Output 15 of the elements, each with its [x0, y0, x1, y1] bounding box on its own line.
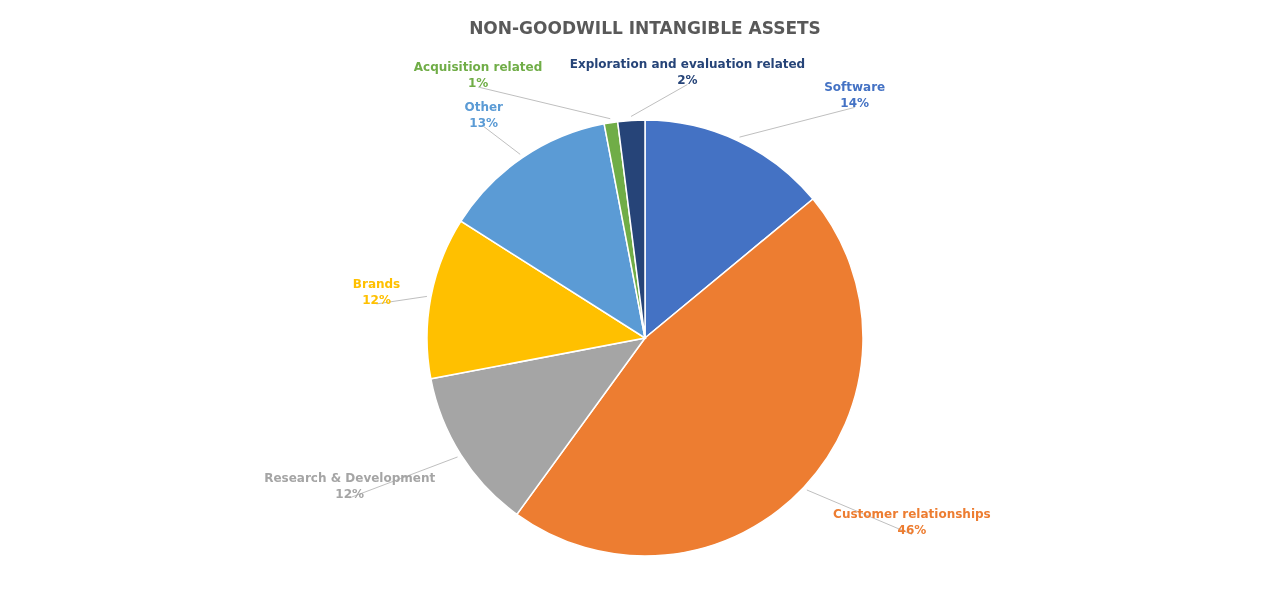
data-label: 12%: [362, 292, 391, 307]
slice-label: Acquisition related: [413, 60, 543, 75]
data-label: 2%: [677, 73, 698, 88]
slice-label: Research & Development: [264, 470, 436, 485]
data-label: 13%: [469, 115, 499, 130]
slice-label: Brands: [352, 276, 401, 291]
data-label: 46%: [897, 523, 927, 538]
data-label: 12%: [335, 486, 365, 501]
slice-label: Exploration and evaluation related: [569, 57, 806, 72]
data-label: 1%: [467, 76, 489, 91]
data-label: 14%: [840, 96, 870, 111]
chart-title: NON-GOODWILL INTANGIBLE ASSETS: [469, 18, 821, 38]
slice-label: Other: [464, 99, 504, 114]
slice-label: Software: [824, 80, 886, 95]
slice-label: Customer relationships: [833, 507, 991, 522]
